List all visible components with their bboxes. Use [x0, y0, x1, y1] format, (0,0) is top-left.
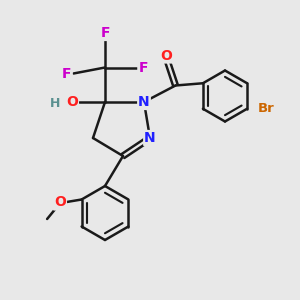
- Text: N: N: [144, 131, 156, 145]
- Text: O: O: [160, 49, 172, 62]
- Text: F: F: [62, 67, 72, 80]
- Text: Br: Br: [258, 102, 274, 115]
- Text: F: F: [138, 61, 148, 74]
- Text: F: F: [100, 26, 110, 40]
- Text: O: O: [66, 95, 78, 109]
- Text: O: O: [54, 196, 66, 209]
- Text: H: H: [50, 97, 60, 110]
- Text: N: N: [138, 95, 150, 109]
